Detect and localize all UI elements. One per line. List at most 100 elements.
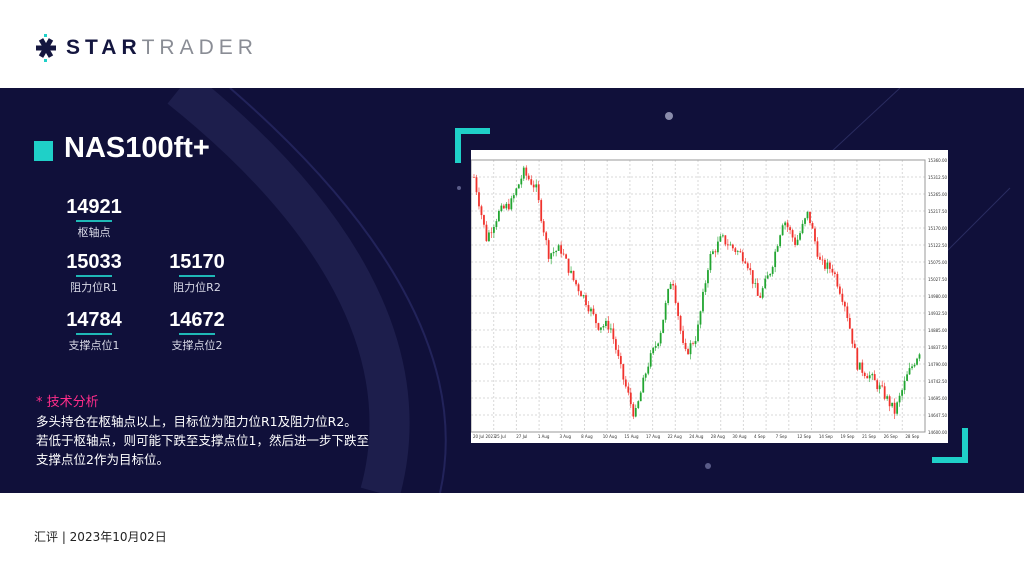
candle-body bbox=[759, 295, 762, 298]
candle-body bbox=[751, 270, 754, 284]
candle-body bbox=[868, 375, 871, 379]
candle-body bbox=[689, 343, 692, 355]
candle-body bbox=[858, 362, 861, 370]
candle-body bbox=[906, 374, 908, 381]
candle-body bbox=[500, 205, 503, 212]
candle-body bbox=[478, 192, 480, 207]
candle-body bbox=[639, 392, 642, 402]
candle-body bbox=[692, 343, 694, 344]
y-tick-label: 14790.00 bbox=[928, 362, 948, 367]
candle-body bbox=[719, 236, 722, 242]
candle-body bbox=[647, 366, 650, 374]
candle-body bbox=[585, 295, 587, 306]
candle-body bbox=[841, 293, 844, 302]
candle-body bbox=[542, 221, 545, 233]
x-tick-label: 25 Jul bbox=[495, 434, 506, 439]
candle-body bbox=[749, 268, 752, 271]
candle-body bbox=[575, 280, 577, 285]
s1-value: 14784 bbox=[66, 309, 122, 331]
candle-body bbox=[557, 245, 560, 251]
x-tick-label: 28 Sep bbox=[905, 434, 919, 439]
candle-body bbox=[517, 184, 520, 189]
candle-body bbox=[731, 244, 734, 249]
candle-body bbox=[597, 323, 600, 330]
candle-body bbox=[602, 325, 605, 328]
candle-body bbox=[473, 177, 475, 178]
candle-body bbox=[555, 250, 558, 253]
analysis-line: 支撑点位2作为目标位。 bbox=[36, 452, 169, 467]
s2-level: 14672 支撑点位2 bbox=[157, 308, 237, 353]
candle-body bbox=[836, 273, 839, 287]
candle-body bbox=[572, 270, 575, 281]
candle-body bbox=[712, 251, 714, 255]
r1-label: 阻力位R1 bbox=[70, 281, 118, 294]
candle-body bbox=[627, 386, 630, 393]
candle-body bbox=[861, 362, 864, 373]
y-tick-label: 14980.00 bbox=[928, 294, 948, 299]
candle-body bbox=[896, 402, 899, 414]
s1-level: 14784 支撑点位1 bbox=[54, 308, 134, 353]
candle-body bbox=[799, 233, 801, 240]
x-tick-label: 7 Sep bbox=[776, 434, 788, 439]
candle-body bbox=[856, 348, 859, 370]
candle-body bbox=[714, 251, 717, 253]
candle-body bbox=[672, 283, 675, 286]
candle-body bbox=[908, 368, 911, 375]
candle-body bbox=[697, 324, 699, 342]
y-tick-label: 14932.50 bbox=[928, 311, 948, 316]
candle-body bbox=[520, 178, 523, 185]
candle-body bbox=[582, 295, 585, 297]
candle-body bbox=[766, 275, 769, 279]
corner-bracket-bottom bbox=[932, 457, 968, 463]
candle-body bbox=[898, 395, 901, 403]
r2-label: 阻力位R2 bbox=[173, 281, 221, 294]
x-tick-label: 3 Aug bbox=[559, 434, 571, 439]
x-tick-label: 26 Sep bbox=[884, 434, 898, 439]
candle-body bbox=[612, 328, 615, 340]
candle-body bbox=[734, 248, 737, 252]
candle-body bbox=[522, 167, 525, 179]
candle-body bbox=[833, 272, 836, 274]
candle-body bbox=[771, 267, 774, 274]
corner-bracket-top bbox=[455, 128, 490, 134]
candle-body bbox=[846, 306, 849, 318]
symbol-title: NAS100ft+ bbox=[64, 132, 210, 164]
candle-body bbox=[570, 270, 572, 273]
candle-body bbox=[495, 221, 498, 227]
candle-body bbox=[652, 347, 655, 354]
x-tick-label: 17 Aug bbox=[646, 434, 661, 439]
y-tick-label: 14885.00 bbox=[928, 328, 948, 333]
candle-body bbox=[726, 244, 729, 246]
star-logo-icon bbox=[36, 34, 56, 62]
candle-body bbox=[600, 327, 602, 330]
footer-date: 汇评 | 2023年10月02日 bbox=[34, 530, 167, 544]
x-tick-label: 14 Sep bbox=[819, 434, 833, 439]
r2-level: 15170 阻力位R2 bbox=[157, 250, 237, 295]
x-tick-label: 21 Sep bbox=[862, 434, 876, 439]
pivot-label: 枢轴点 bbox=[77, 226, 111, 239]
x-tick-label: 8 Aug bbox=[581, 434, 593, 439]
candle-body bbox=[502, 205, 505, 209]
analysis-line: 多头持仓在枢轴点以上，目标位为阻力位R1及阻力位R2。 bbox=[36, 414, 357, 429]
candle-body bbox=[702, 291, 704, 312]
x-tick-label: 15 Aug bbox=[624, 434, 639, 439]
plot-frame bbox=[470, 159, 926, 433]
candle-body bbox=[781, 225, 784, 236]
candle-body bbox=[814, 228, 816, 242]
candle-body bbox=[754, 283, 757, 284]
candle-body bbox=[741, 252, 744, 262]
candle-body bbox=[659, 332, 662, 344]
candle-body bbox=[796, 239, 799, 245]
candle-body bbox=[490, 232, 493, 234]
candle-body bbox=[475, 177, 478, 193]
candle-body bbox=[816, 241, 819, 257]
x-tick-label: 4 Sep bbox=[754, 434, 766, 439]
candle-body bbox=[774, 251, 777, 268]
candle-body bbox=[669, 283, 672, 290]
brand-star: STAR bbox=[66, 36, 142, 59]
analysis-title: * 技术分析 bbox=[36, 395, 99, 410]
y-tick-label: 15265.00 bbox=[928, 192, 948, 197]
y-tick-label: 15170.00 bbox=[928, 226, 948, 231]
candle-body bbox=[617, 349, 620, 357]
candle-body bbox=[824, 259, 826, 269]
